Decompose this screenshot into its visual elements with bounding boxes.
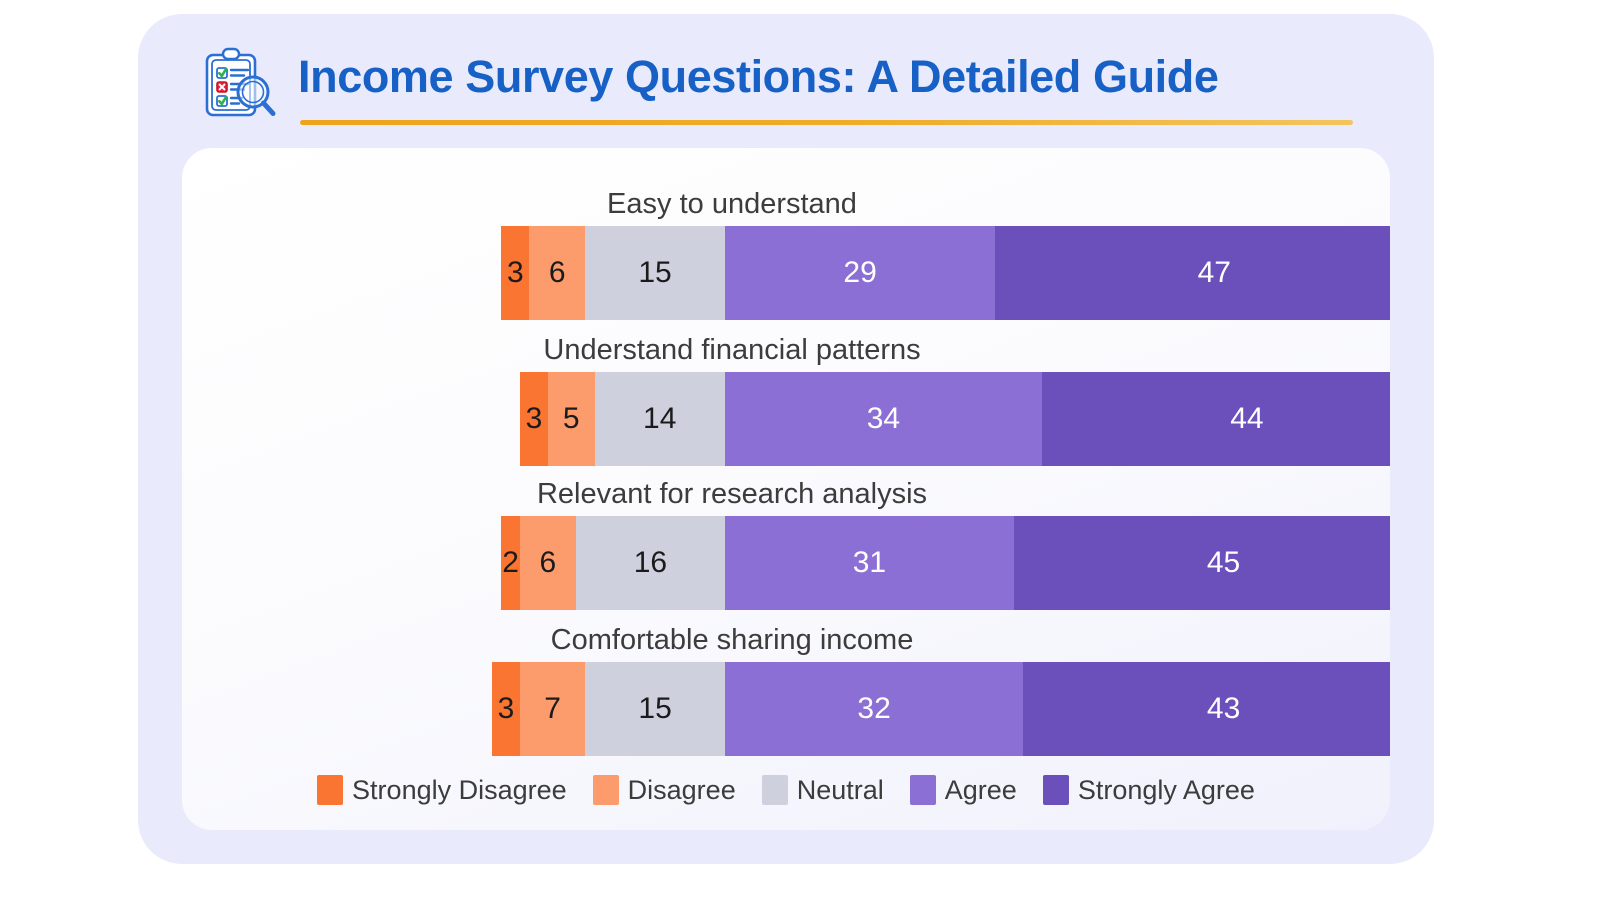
title-block: Income Survey Questions: A Detailed Guid… [298, 40, 1388, 136]
legend-swatch-icon [909, 775, 936, 805]
legend-swatch-icon [761, 775, 788, 805]
legend-item[interactable]: Agree [909, 775, 1017, 805]
bar-segment-value: 16 [633, 546, 668, 579]
bar-segment-value: 14 [643, 402, 677, 435]
title-underline [300, 120, 1353, 125]
bar-segment-value: 47 [1197, 256, 1231, 289]
bar-segment-value: 2 [502, 546, 519, 579]
legend-label: Agree [944, 775, 1017, 805]
bar-segment-value: 3 [497, 692, 515, 725]
legend-item[interactable]: Neutral [761, 775, 884, 805]
bar-segment: 32 [724, 662, 1024, 756]
bar-segment-value: 44 [1230, 402, 1264, 435]
bar-segment: 3 [519, 372, 548, 466]
bar-segment-value: 15 [638, 692, 672, 725]
legend-item[interactable]: Disagree [592, 775, 736, 805]
row-category-label: Understand financial patterns [543, 334, 921, 366]
bar-segment-value: 34 [866, 402, 901, 435]
bar-segment: 29 [724, 226, 996, 320]
legend-label: Strongly Agree [1077, 775, 1255, 805]
row-category-label: Relevant for research analysis [536, 478, 928, 510]
bar-segment: 45 [1013, 516, 1390, 610]
stacked-bar: 3 7 15 32 43 [492, 662, 1390, 756]
page-title: Income Survey Questions: A Detailed Guid… [298, 51, 1219, 102]
bar-segment-value: 5 [562, 402, 580, 435]
bar-segment: 15 [585, 662, 725, 756]
bar-segment: 47 [995, 226, 1390, 320]
chart-row: Easy to understand 3 6 15 29 47 [182, 178, 1390, 326]
bar-track: 3 7 15 32 43 [182, 662, 1390, 756]
bar-segment: 3 [492, 662, 520, 756]
bar-segment: 2 [501, 516, 520, 610]
bar-segment: 6 [529, 226, 586, 320]
legend-label: Strongly Disagree [352, 775, 567, 805]
bar-segment-value: 7 [544, 692, 561, 725]
stacked-bar: 3 5 14 34 44 [519, 372, 1390, 466]
bar-segment-value: 32 [857, 692, 891, 725]
row-category-label: Comfortable sharing income [550, 624, 914, 656]
bar-segment: 34 [724, 372, 1042, 466]
chart-row: Understand financial patterns 3 5 14 34 44 [182, 324, 1390, 472]
clipboard-checklist-magnifier-icon [200, 46, 278, 124]
bar-segment: 44 [1041, 372, 1390, 466]
plot-area: Easy to understand 3 6 15 29 47 Understand fin… [182, 148, 1390, 756]
bar-segment: 7 [519, 662, 586, 756]
chart-legend: Strongly Disagree Disagree Neutral Agree Str… [182, 760, 1390, 820]
bar-segment: 6 [519, 516, 576, 610]
bar-segment-value: 3 [525, 402, 543, 435]
header: Income Survey Questions: A Detailed Guid… [138, 14, 1434, 146]
bar-segment: 15 [585, 226, 725, 320]
bar-segment-value: 31 [852, 546, 887, 579]
bar-segment: 5 [547, 372, 595, 466]
bar-segment: 16 [575, 516, 725, 610]
bar-segment: 43 [1023, 662, 1390, 756]
bar-segment: 31 [724, 516, 1014, 610]
stacked-bar: 2 6 16 31 45 [501, 516, 1390, 610]
bar-track: 3 5 14 34 44 [182, 372, 1390, 466]
legend-swatch-icon [1042, 775, 1069, 805]
legend-item[interactable]: Strongly Agree [1042, 775, 1255, 805]
chart-panel: Easy to understand 3 6 15 29 47 Understand fin… [182, 148, 1390, 830]
legend-item[interactable]: Strongly Disagree [317, 775, 567, 805]
chart-row: Comfortable sharing income 3 7 15 32 43 [182, 614, 1390, 762]
bar-segment-value: 6 [539, 546, 557, 579]
infographic-card: Income Survey Questions: A Detailed Guid… [138, 14, 1434, 864]
bar-segment-value: 29 [843, 256, 877, 289]
bar-track: 2 6 16 31 45 [182, 516, 1390, 610]
bar-segment-value: 45 [1206, 546, 1241, 579]
legend-swatch-icon [592, 775, 619, 805]
bar-segment-value: 43 [1206, 692, 1241, 725]
row-category-label: Easy to understand [607, 188, 857, 220]
bar-segment-value: 15 [638, 256, 672, 289]
legend-swatch-icon [317, 775, 344, 805]
bar-segment: 14 [594, 372, 725, 466]
legend-label: Neutral [796, 775, 884, 805]
bar-segment-value: 6 [548, 256, 566, 289]
bar-segment: 3 [501, 226, 530, 320]
bar-segment-value: 3 [506, 256, 524, 289]
chart-row: Relevant for research analysis 2 6 16 31 45 [182, 468, 1390, 616]
bar-track: 3 6 15 29 47 [182, 226, 1390, 320]
stacked-bar: 3 6 15 29 47 [501, 226, 1390, 320]
legend-label: Disagree [627, 775, 736, 805]
